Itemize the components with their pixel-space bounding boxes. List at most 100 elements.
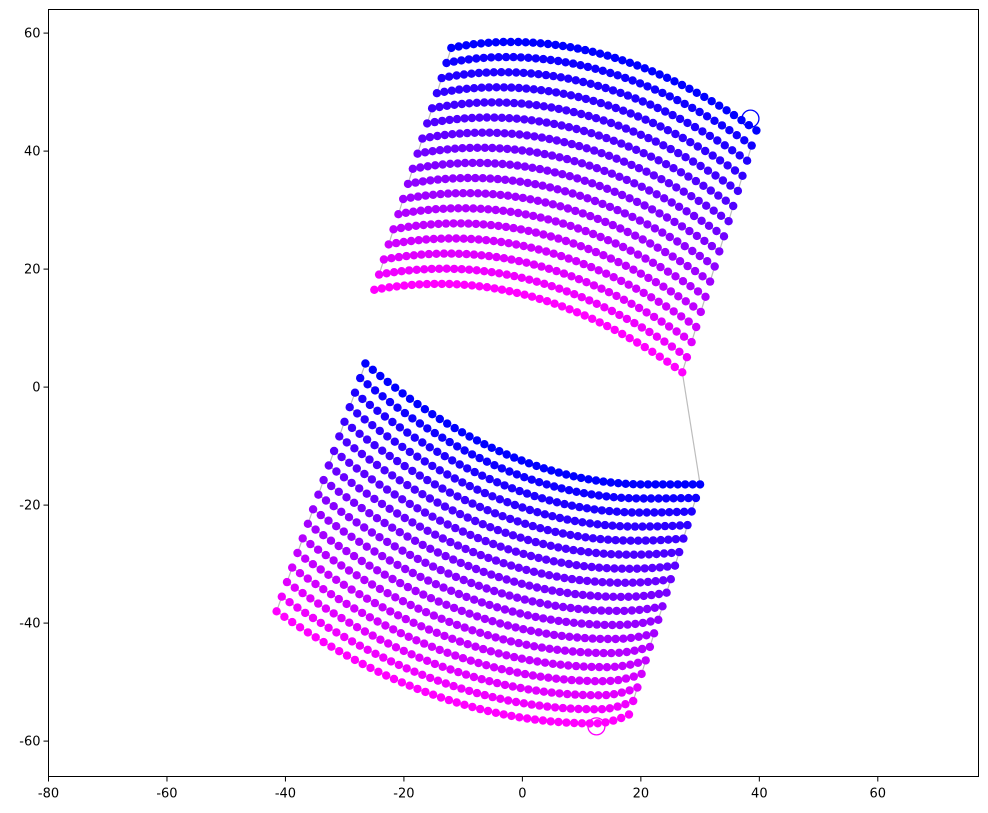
point-upper-r7-p31: [645, 186, 654, 195]
point-lower-r8-p17: [449, 555, 458, 564]
point-upper-r1-p24: [621, 73, 630, 83]
point-lower-r16-p35: [550, 703, 560, 712]
point-upper-r7-p15: [525, 147, 534, 156]
point-upper-r6-p33: [664, 179, 674, 188]
point-upper-r10-p15: [511, 192, 520, 201]
point-lower-r0-p32: [599, 477, 608, 486]
point-upper-r3-p9: [499, 83, 509, 92]
point-lower-r13-p11: [378, 603, 387, 612]
point-lower-r0-p34: [614, 479, 623, 488]
point-lower-r17-p1: [280, 612, 289, 621]
point-upper-r12-p27: [591, 247, 601, 257]
point-lower-r13-p38: [587, 662, 596, 672]
point-upper-r11-p25: [581, 226, 590, 236]
point-upper-r6-p8: [478, 128, 487, 137]
point-lower-r14-p31: [528, 671, 538, 680]
point-upper-r9-p1: [411, 178, 420, 187]
point-upper-r0-p11: [528, 38, 538, 47]
point-upper-r0-p33: [692, 88, 701, 98]
point-upper-r2-p8: [497, 68, 506, 77]
point-upper-r12-p18: [524, 226, 533, 236]
point-lower-r8-p22: [487, 570, 496, 579]
point-upper-r11-p28: [603, 236, 613, 245]
point-lower-r7-p39: [621, 578, 630, 587]
point-upper-r2-p7: [489, 68, 498, 77]
point-upper-r5-p30: [646, 152, 656, 161]
point-lower-r2-p2: [365, 400, 375, 410]
point-upper-r3-p12: [522, 84, 531, 93]
point-upper-r13-p27: [587, 262, 596, 272]
point-lower-r2-p5: [388, 417, 397, 427]
point-upper-r14-p2: [394, 252, 404, 262]
point-lower-r17-p13: [374, 667, 383, 676]
point-lower-r14-p7: [342, 599, 351, 609]
point-lower-r0-p44: [688, 480, 697, 489]
point-lower-r9-p26: [513, 593, 522, 602]
point-lower-r11-p23: [480, 614, 490, 624]
point-lower-r17-p10: [350, 655, 360, 665]
point-upper-r3-p41: [738, 171, 747, 180]
point-upper-r13-p35: [647, 293, 656, 302]
point-lower-r12-p25: [491, 633, 500, 642]
point-upper-r5-p31: [654, 156, 663, 165]
point-lower-r7-p42: [643, 577, 653, 587]
point-lower-r15-p27: [493, 678, 502, 688]
point-lower-r1-p42: [669, 494, 678, 503]
x-tick-label: -80: [38, 787, 59, 802]
point-upper-r10-p19: [541, 198, 550, 207]
point-upper-r7-p25: [600, 166, 609, 176]
point-lower-r1-p2: [370, 386, 380, 395]
point-lower-r3-p31: [578, 518, 587, 527]
point-lower-r14-p43: [621, 674, 631, 683]
point-upper-r15-p15: [487, 268, 496, 277]
point-upper-r3-p35: [693, 142, 702, 151]
point-lower-r4-p24: [521, 519, 530, 528]
point-upper-r5-p25: [609, 136, 618, 145]
point-lower-r11-p26: [503, 621, 513, 630]
point-upper-r4-p35: [688, 157, 698, 166]
point-upper-r2-p19: [579, 77, 588, 87]
point-upper-r3-p23: [604, 101, 613, 110]
point-lower-r7-p30: [552, 572, 561, 581]
point-lower-r10-p23: [485, 600, 494, 610]
point-upper-r11-p39: [686, 282, 695, 291]
point-lower-r8-p37: [601, 592, 610, 601]
point-lower-r5-p10: [410, 485, 419, 494]
point-upper-r2-p28: [646, 100, 655, 109]
point-lower-r16-p26: [480, 690, 489, 700]
point-upper-r12-p13: [486, 220, 496, 230]
point-lower-r15-p4: [314, 599, 323, 608]
point-upper-r15-p29: [592, 299, 601, 308]
point-upper-r10-p36: [668, 252, 677, 261]
point-lower-r14-p41: [606, 676, 615, 686]
point-upper-r13-p13: [482, 236, 491, 245]
point-lower-r6-p26: [526, 551, 536, 561]
point-lower-r8-p8: [380, 518, 389, 528]
point-lower-r13-p41: [610, 662, 619, 671]
point-lower-r4-p27: [543, 525, 552, 535]
point-lower-r10-p3: [332, 522, 341, 531]
point-lower-r11-p5: [342, 546, 351, 556]
point-upper-r1-p21: [598, 66, 607, 76]
point-lower-r10-p24: [493, 603, 502, 612]
point-upper-r13-p40: [684, 317, 693, 326]
point-lower-r3-p17: [473, 485, 482, 494]
point-lower-r1-p21: [512, 470, 522, 479]
point-lower-r7-p22: [491, 556, 501, 565]
point-upper-r8-p39: [700, 236, 709, 246]
point-upper-r1-p30: [665, 92, 674, 101]
point-lower-r3-p20: [495, 495, 505, 504]
point-upper-r6-p18: [552, 136, 561, 145]
point-lower-r0-p1: [368, 365, 377, 374]
point-lower-r1-p11: [438, 433, 447, 442]
point-upper-r16-p24: [550, 299, 559, 308]
point-lower-r16-p45: [629, 696, 638, 706]
point-lower-r8-p36: [593, 592, 603, 601]
point-upper-r14-p14: [484, 251, 494, 261]
point-lower-r7-p33: [575, 575, 584, 585]
point-upper-r4-p8: [487, 98, 496, 107]
point-upper-r16-p41: [678, 368, 687, 377]
point-upper-r0-p2: [462, 41, 471, 50]
point-upper-r4-p21: [584, 111, 593, 121]
point-upper-r0-p29: [662, 73, 672, 83]
